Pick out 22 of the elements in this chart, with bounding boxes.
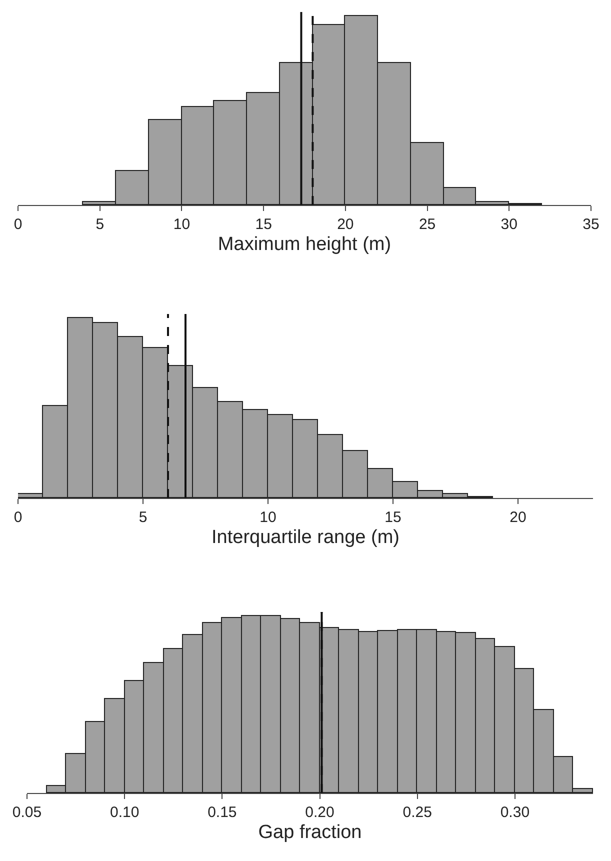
x-tick-label: 15 bbox=[384, 509, 402, 526]
x-tick-label: 10 bbox=[173, 216, 190, 233]
x-tick-label: 0.20 bbox=[305, 804, 334, 821]
x-tick-label: 30 bbox=[500, 216, 518, 233]
x-tick-label: 0.25 bbox=[402, 804, 432, 821]
x-tick-label: 0 bbox=[14, 216, 22, 233]
x-tick-label: 35 bbox=[582, 216, 600, 233]
x-tick-label: 20 bbox=[510, 509, 526, 526]
x-tick-label: 5 bbox=[138, 509, 148, 526]
x-tick-label: 0.30 bbox=[500, 804, 530, 821]
x-tick-label: 20 bbox=[337, 216, 354, 233]
x-tick-label: 0.05 bbox=[12, 804, 42, 821]
x-tick-label: 15 bbox=[255, 216, 272, 233]
x-tick-label: 0.15 bbox=[208, 804, 237, 821]
x-axis-title: Maximum height (m) bbox=[218, 234, 392, 255]
x-axis-title: Gap fraction bbox=[258, 822, 362, 843]
x-tick-label: 0.10 bbox=[110, 804, 140, 821]
x-tick-label: 10 bbox=[260, 509, 276, 526]
x-tick-label: 5 bbox=[96, 216, 104, 233]
x-tick-label: 25 bbox=[418, 216, 436, 233]
x-axis-title: Interquartile range (m) bbox=[212, 526, 400, 548]
x-tick-label: 0 bbox=[14, 509, 22, 526]
